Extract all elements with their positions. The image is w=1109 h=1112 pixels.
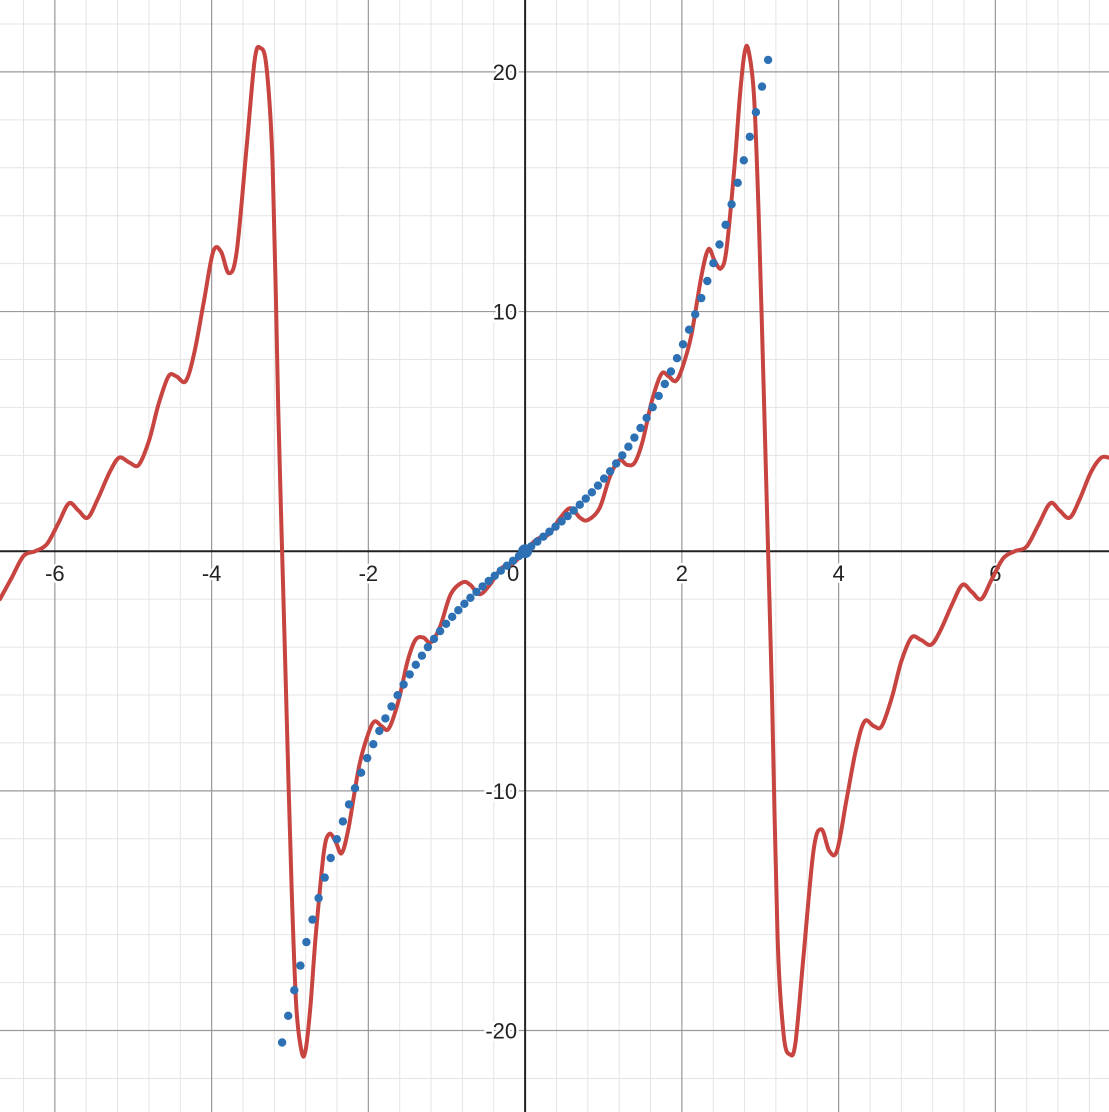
blue-dot	[356, 768, 366, 777]
blue-dot	[417, 651, 427, 660]
blue-dot	[727, 200, 736, 209]
blue-dot	[496, 566, 505, 575]
blue-dot	[284, 1011, 293, 1020]
blue-dot	[448, 612, 457, 621]
blue-dot	[429, 634, 439, 644]
blue-dot	[296, 961, 305, 970]
blue-dot	[314, 893, 323, 903]
blue-dot	[387, 702, 396, 711]
blue-dot	[715, 240, 724, 249]
x-tick-label: 2	[676, 561, 688, 586]
blue-dot	[533, 537, 542, 546]
blue-dot	[672, 354, 682, 363]
blue-dot	[575, 500, 584, 509]
blue-dot	[369, 740, 378, 749]
blue-dot	[691, 310, 700, 319]
blue-dot	[466, 593, 475, 602]
blue-dot	[654, 391, 663, 401]
x-tick-label: -2	[359, 561, 379, 586]
origin-point[interactable]	[518, 544, 533, 559]
plot-area	[0, 43, 1109, 1059]
blue-dot	[630, 433, 639, 442]
blue-dot	[381, 714, 390, 723]
blue-dot	[508, 556, 518, 565]
blue-dot	[709, 259, 718, 268]
blue-dot	[636, 423, 645, 433]
blue-dot	[587, 488, 597, 497]
blue-dot	[423, 642, 433, 652]
blue-dot	[678, 340, 688, 349]
blue-dot	[441, 619, 451, 628]
blue-dot	[411, 660, 420, 669]
blue-dot	[666, 367, 676, 376]
blue-dot	[308, 915, 317, 924]
blue-dot	[745, 132, 754, 141]
x-tick-label: -4	[202, 561, 222, 586]
blue-dot	[618, 451, 627, 460]
blue-dot	[757, 82, 767, 91]
blue-dot	[539, 532, 548, 541]
blue-dot	[697, 293, 706, 303]
blue-dot	[563, 511, 572, 521]
blue-dot	[569, 506, 578, 515]
blue-dot	[557, 517, 566, 526]
blue-dot	[454, 606, 463, 615]
blue-dot	[363, 753, 372, 763]
blue-dot	[684, 325, 694, 334]
blue-dot	[405, 670, 414, 679]
blue-dot	[599, 474, 609, 483]
blue-dot	[763, 55, 773, 65]
x-tick-label: 4	[832, 561, 844, 586]
blue-dot	[399, 680, 408, 689]
blue-dot	[375, 726, 384, 736]
blue-dot	[320, 873, 329, 882]
blue-dot	[484, 576, 493, 586]
blue-dot	[648, 403, 657, 412]
blue-dot	[751, 108, 761, 117]
x-tick-label: -6	[45, 561, 65, 586]
y-tick-label: -20	[485, 1019, 517, 1044]
blue-dot	[302, 937, 311, 947]
blue-dot	[472, 587, 481, 597]
blue-dot	[460, 599, 469, 608]
blue-dot	[733, 178, 742, 187]
blue-dot	[605, 467, 615, 476]
blue-dot	[435, 626, 445, 636]
blue-dot	[739, 156, 748, 165]
blue-dot	[660, 379, 669, 389]
blue-dot	[551, 522, 560, 531]
y-tick-label: -10	[485, 779, 517, 804]
blue-dot	[344, 800, 354, 809]
blue-dot	[290, 986, 299, 995]
blue-dot	[581, 494, 590, 503]
blue-dot	[703, 276, 712, 286]
blue-dot	[642, 413, 651, 423]
y-tick-label: 20	[493, 60, 517, 85]
blue-dot	[593, 481, 603, 490]
blue-dot	[721, 220, 730, 229]
blue-dot	[350, 784, 360, 793]
blue-dot	[326, 853, 335, 863]
blue-dot	[624, 442, 633, 451]
blue-dot	[393, 691, 402, 700]
blue-dot	[338, 817, 348, 826]
y-tick-label: 10	[493, 300, 517, 325]
blue-dot	[490, 571, 499, 580]
blue-dot	[277, 1038, 287, 1047]
blue-dot	[332, 835, 341, 844]
blue-dot	[478, 582, 487, 591]
blue-dot	[612, 459, 621, 468]
blue-dot	[545, 527, 554, 536]
blue-dot	[502, 561, 512, 570]
